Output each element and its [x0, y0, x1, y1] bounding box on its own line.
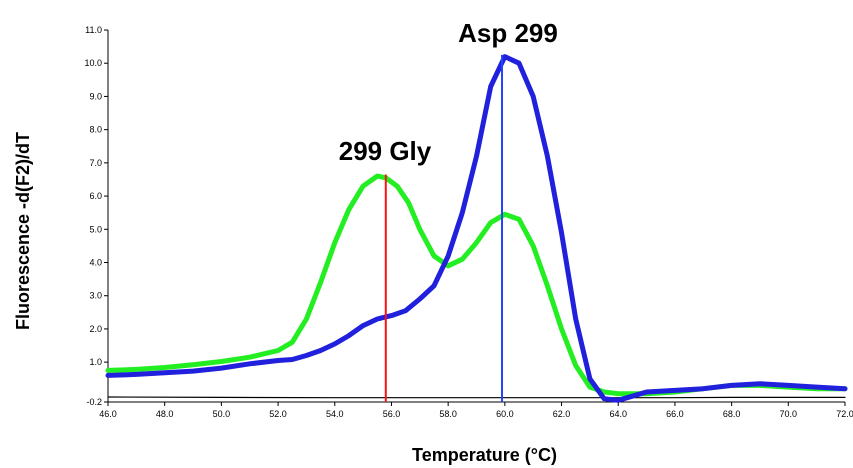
y-tick-label: 6.0 [89, 191, 102, 201]
x-tick-label: 50.0 [213, 409, 231, 419]
series-line-2 [107, 396, 846, 399]
x-axis-title: Temperature (°C) [412, 445, 557, 465]
x-tick-label: 72.0 [836, 409, 853, 419]
y-tick-label: 3.0 [89, 291, 102, 301]
x-tick-label: 68.0 [723, 409, 741, 419]
x-tick-label: 58.0 [439, 409, 457, 419]
x-tick-label: 56.0 [383, 409, 401, 419]
y-tick-label: 1.0 [89, 357, 102, 367]
x-tick-label: 62.0 [553, 409, 571, 419]
x-tick-label: 48.0 [156, 409, 174, 419]
x-tick-label: 60.0 [496, 409, 514, 419]
x-tick-label: 64.0 [609, 409, 627, 419]
y-tick-label: 10.0 [84, 58, 102, 68]
y-tick-label: 7.0 [89, 158, 102, 168]
x-tick-label: 46.0 [99, 409, 117, 419]
y-tick-label: -0.2 [86, 397, 102, 407]
series-line-0 [105, 173, 848, 397]
y-tick-label: 4.0 [89, 258, 102, 268]
y-tick-label: 5.0 [89, 224, 102, 234]
series-line-1 [105, 54, 848, 403]
x-tick-label: 54.0 [326, 409, 344, 419]
peak-annotation-1: Asp 299 [458, 18, 558, 48]
y-axis-title: Fluorescence -d(F2)/dT [13, 132, 33, 330]
y-tick-label: 11.0 [85, 25, 102, 35]
y-tick-label: 8.0 [89, 125, 102, 135]
x-tick-label: 66.0 [666, 409, 684, 419]
peak-annotation-0: 299 Gly [339, 136, 432, 166]
x-tick-label: 52.0 [269, 409, 287, 419]
y-tick-label: 2.0 [89, 324, 102, 334]
x-tick-label: 70.0 [780, 409, 798, 419]
y-tick-label: 9.0 [89, 91, 102, 101]
